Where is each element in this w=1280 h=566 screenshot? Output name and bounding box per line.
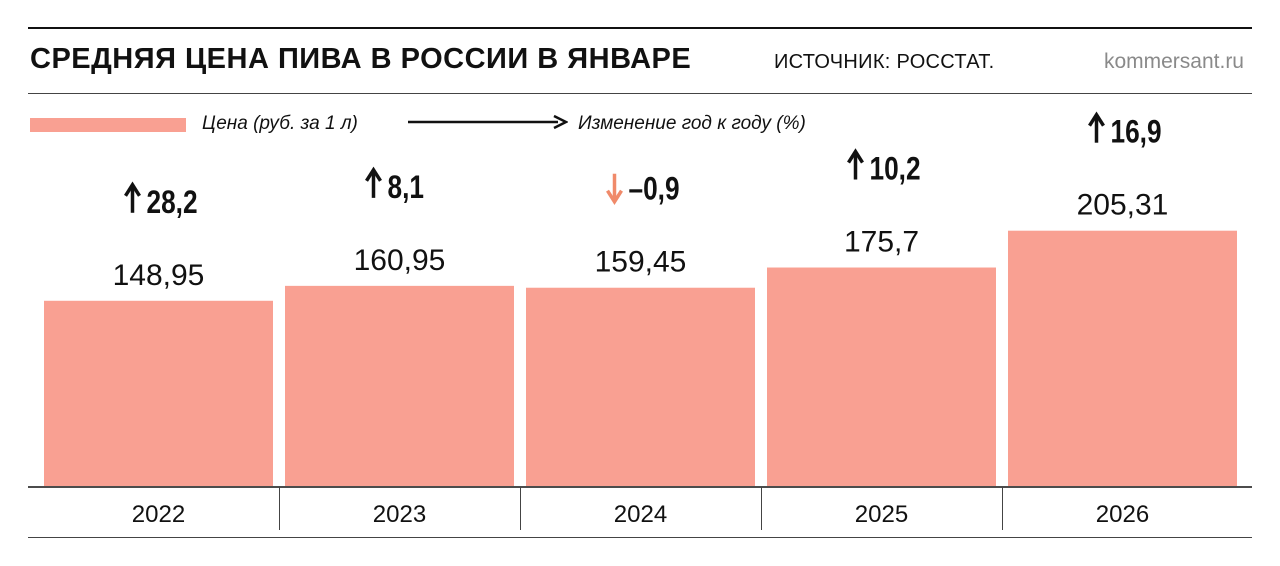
bar-2025 xyxy=(767,267,996,486)
bar-2023 xyxy=(285,285,514,486)
legend-price-label: Цена (руб. за 1 л) xyxy=(202,113,358,134)
value-label-2026: 205,31 xyxy=(1077,189,1169,222)
legend-change-label: Изменение год к году (%) xyxy=(578,113,806,134)
x-tick-label-2022: 2022 xyxy=(132,501,185,528)
value-label-2023: 160,95 xyxy=(354,244,446,277)
x-tick-label-2025: 2025 xyxy=(855,501,908,528)
change-label-2026: 16,9 xyxy=(1111,115,1162,150)
value-label-2025: 175,7 xyxy=(844,226,919,259)
change-label-2022: 28,2 xyxy=(147,185,198,220)
x-tick-label-2023: 2023 xyxy=(373,501,426,528)
legend-price-swatch xyxy=(30,118,186,132)
bar-2026 xyxy=(1008,230,1237,486)
source-label: ИСТОЧНИК: РОССТАТ. xyxy=(774,51,995,73)
up-arrow-icon-2023 xyxy=(365,166,382,198)
x-tick-label-2024: 2024 xyxy=(614,501,667,528)
bar-2024 xyxy=(526,287,755,486)
site-label: kommersant.ru xyxy=(1103,50,1244,73)
value-label-2022: 148,95 xyxy=(113,259,205,292)
change-label-2025: 10,2 xyxy=(870,152,921,187)
down-arrow-icon-2024 xyxy=(606,173,623,205)
legend-arrow-icon xyxy=(408,114,568,130)
up-arrow-icon-2026 xyxy=(1088,111,1105,143)
change-label-2023: 8,1 xyxy=(388,171,424,206)
up-arrow-icon-2022 xyxy=(124,181,141,213)
x-tick-label-2026: 2026 xyxy=(1096,501,1149,528)
value-label-2024: 159,45 xyxy=(595,246,687,279)
up-arrow-icon-2025 xyxy=(847,148,864,180)
bar-2022 xyxy=(44,300,273,486)
bottom-rule xyxy=(28,537,1252,538)
top-rule xyxy=(28,27,1252,29)
chart-title: СРЕДНЯЯ ЦЕНА ПИВА В РОССИИ В ЯНВАРЕ xyxy=(30,43,692,75)
header-divider xyxy=(28,93,1252,94)
change-label-2024: –0,9 xyxy=(629,172,680,207)
